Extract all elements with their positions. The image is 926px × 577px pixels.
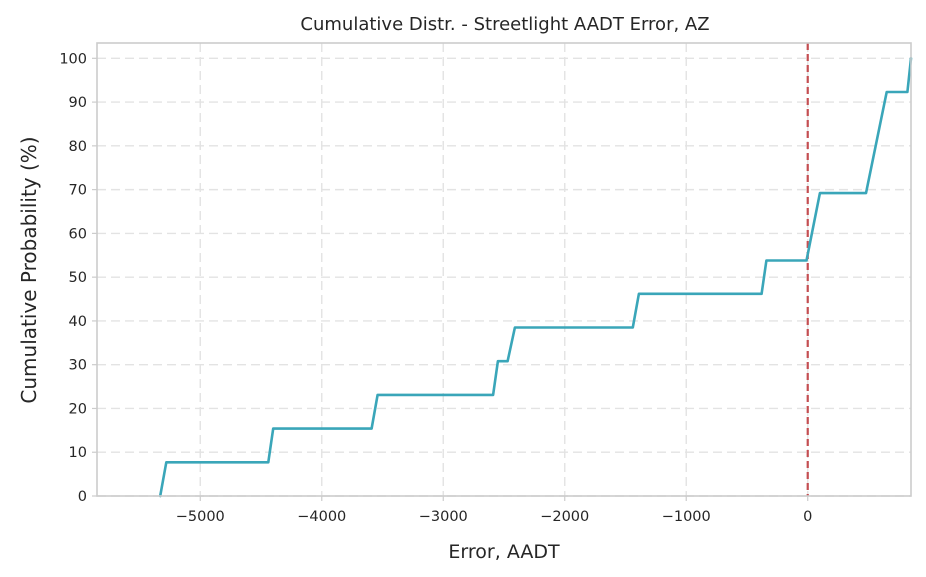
x-tick-label: −4000	[297, 509, 346, 525]
y-tick-label: 10	[69, 445, 87, 461]
y-tick-label: 30	[69, 358, 87, 374]
y-tick-label: 90	[69, 95, 87, 111]
x-tick-label: 0	[803, 509, 812, 525]
x-tick-label: −2000	[540, 509, 589, 525]
cdf-series-line	[158, 56, 913, 498]
y-tick-label: 70	[69, 183, 87, 199]
y-tick-label: 80	[69, 139, 87, 155]
grid-layer	[97, 43, 911, 497]
y-axis-label: Cumulative Probability (%)	[17, 136, 41, 403]
y-tick-label: 0	[78, 489, 87, 505]
plot-frame	[96, 42, 912, 497]
chart-title: Cumulative Distr. - Streetlight AADT Err…	[300, 14, 709, 35]
y-tick-label: 40	[69, 314, 87, 330]
x-axis-label: Error, AADT	[448, 541, 560, 563]
x-tick-label: −1000	[662, 509, 711, 525]
y-tick-label: 100	[59, 51, 87, 67]
x-axis-ticks: −5000 −4000 −3000 −2000 −1000 0	[176, 496, 812, 525]
x-tick-label: −3000	[419, 509, 468, 525]
x-tick-label: −5000	[176, 509, 225, 525]
series-layer	[158, 56, 913, 498]
y-axis-ticks: 0 10 20 30 40 50 60 70 80 90 100	[59, 51, 97, 505]
y-tick-label: 60	[69, 226, 87, 242]
y-tick-label: 20	[69, 401, 87, 417]
y-tick-label: 50	[69, 270, 87, 286]
